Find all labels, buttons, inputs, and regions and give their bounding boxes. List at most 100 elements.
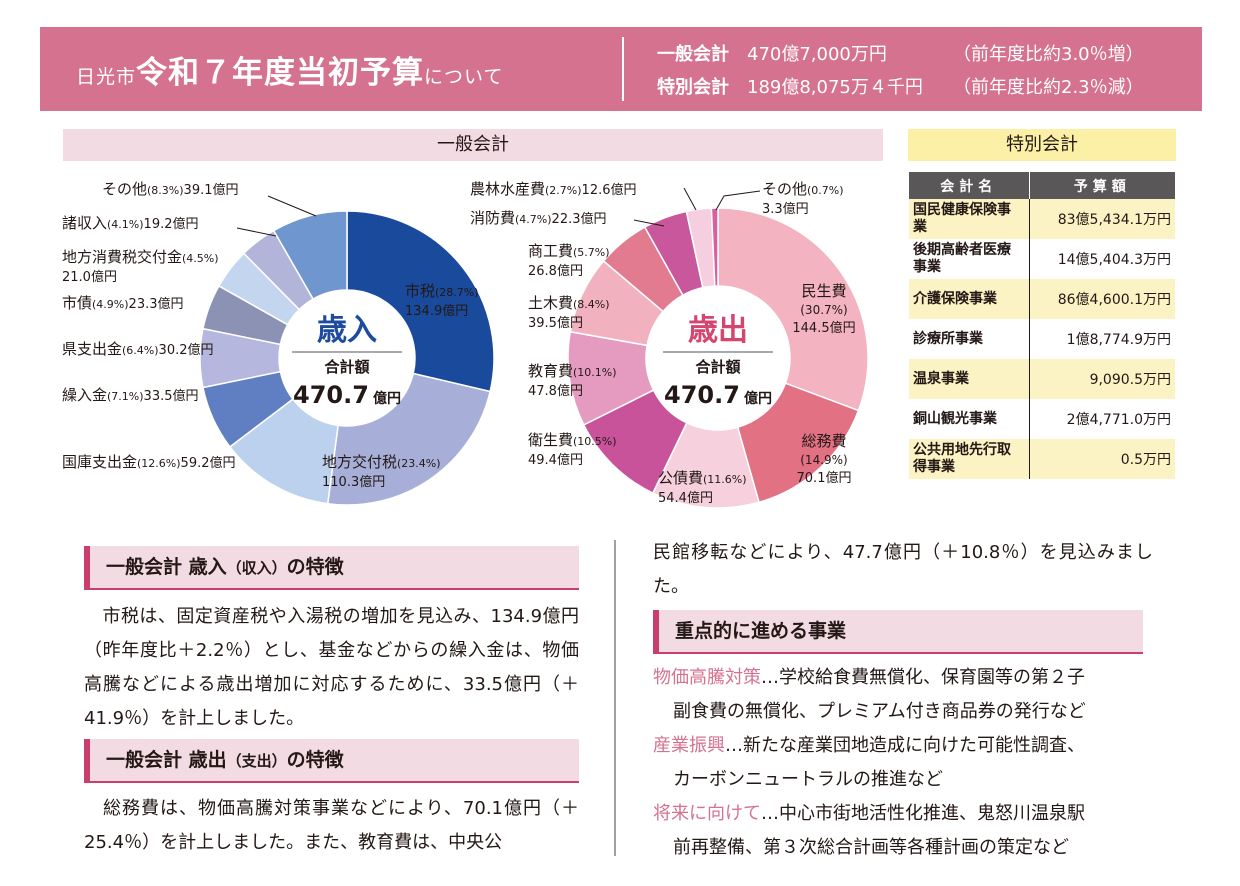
special-change: （前年度比約2.3％減） [953, 77, 1144, 98]
pie-slice [717, 207, 869, 412]
table-row: 診療所事業 1億8,774.9万円 [909, 319, 1175, 359]
pie-slice [326, 372, 492, 506]
expenditure-feature-text-cont: 民館移転などにより、47.7億円（＋10.8％）を見込みました。 [653, 542, 1153, 597]
revenue-feature-heading: 一般会計 歳入（収入）の特徴 [84, 546, 579, 590]
chart-title: 歳出 [688, 313, 748, 348]
donut-center [280, 291, 414, 425]
account-name: 後期高齢者医療事業 [913, 242, 1011, 275]
slice-value: 39.5億円 [528, 315, 583, 331]
table-row: 公共用地先行取得事業 0.5万円 [909, 439, 1175, 479]
pie-slice [272, 210, 348, 301]
leader-line [267, 195, 317, 217]
slice-value: 47.8億円 [528, 383, 583, 399]
slice-label: 民生費 [801, 282, 846, 300]
table-row: 介護保険事業 86億4,600.1万円 [909, 279, 1175, 319]
priority-line2: カーボンニュートラルの推進など [673, 769, 943, 790]
col-amount-header: 予算額 [1028, 172, 1175, 199]
special-amount: 189億8,075万４千円 [747, 77, 923, 98]
slice-value: 110.3億円 [322, 474, 385, 490]
leader-line [715, 190, 761, 211]
leader-line [633, 219, 665, 227]
slice-label: その他(0.7%) [762, 180, 844, 198]
account-name: 公共用地先行取得事業 [909, 439, 1029, 479]
slice-label: 商工費(5.7%) [528, 242, 610, 260]
priority-heading: 重点的に進める事業 [653, 610, 1143, 654]
priority-line1: …学校給食費無償化、保育園等の第２子 [761, 667, 1085, 688]
priority-line1: …中心市街地活性化推進、鬼怒川温泉駅 [761, 803, 1085, 824]
slice-value: 54.4億円 [658, 490, 713, 506]
account-amount: 14億5,404.3万円 [1028, 239, 1175, 279]
priority-line1: …新たな産業団地造成に向けた可能性調査、 [725, 735, 1085, 756]
leader-line [236, 227, 277, 237]
general-label: 一般会計 [657, 44, 729, 65]
general-account-band: 一般会計 [63, 129, 883, 161]
slice-label: 国庫支出金(12.6%)59.2億円 [62, 453, 236, 471]
city-name: 日光市 [76, 66, 137, 88]
slice-value: 21.0億円 [62, 269, 117, 285]
slice-label: 農林水産費(2.7%)12.6億円 [470, 180, 637, 198]
revenue-feature-text: 市税は、固定資産税や入湯税の増加を見込み、134.9億円（昨年度比＋2.2％）と… [84, 606, 579, 729]
table-row: 国民健康保険事業 83億5,434.1万円 [909, 199, 1175, 239]
account-name: 介護保険事業 [909, 279, 1029, 319]
account-amount: 83億5,434.1万円 [1028, 199, 1175, 239]
slice-value: 70.1億円 [797, 470, 852, 486]
center-label: 合計額 [694, 358, 740, 376]
special-account-table: 会計名 予算額 国民健康保険事業 83億5,434.1万円 後期高齢者医療事業 14… [909, 172, 1175, 479]
donut-center [647, 287, 789, 429]
chart-title: 歳入 [317, 313, 377, 348]
slice-value: 134.9億円 [405, 303, 468, 319]
pie-slice [346, 210, 495, 393]
slice-value: 26.8億円 [528, 263, 583, 279]
slice-label: 諸収入(4.1%)19.2億円 [62, 214, 199, 232]
slice-label: 公債費(11.6%) [658, 469, 747, 487]
account-amount: 9,090.5万円 [1028, 359, 1175, 399]
priority-key: 産業振興 [653, 735, 725, 756]
special-label: 特別会計 [657, 77, 729, 98]
priority-key: 物価高騰対策 [653, 667, 761, 688]
heading-suffix: の特徴 [286, 749, 344, 771]
slice-value: 49.4億円 [528, 452, 583, 468]
pie-slice [710, 207, 719, 287]
slice-label: 地方交付税(23.4%) [322, 453, 441, 471]
general-budget-summary: 一般会計 470億7,000万円 （前年度比約3.0％増） [657, 40, 1144, 66]
slice-pct: (14.9%) [800, 453, 847, 467]
general-amount: 470億7,000万円 [747, 44, 887, 65]
slice-label: その他(8.3%)39.1億円 [102, 180, 239, 198]
center-label: 合計額 [323, 358, 369, 376]
heading-text: 一般会計 歳入 [106, 556, 227, 578]
center-value: 470.7 億円 [293, 381, 401, 409]
account-amount: 2億4,771.0万円 [1028, 399, 1175, 439]
table-row: 後期高齢者医療事業 14億5,404.3万円 [909, 239, 1175, 279]
table-row: 温泉事業 9,090.5万円 [909, 359, 1175, 399]
slice-value: 3.3億円 [762, 201, 809, 217]
heading-text: 一般会計 歳出 [106, 749, 227, 771]
leader-line [683, 187, 697, 211]
slice-label: 市税(28.7%) [405, 282, 479, 300]
heading-paren: （収入） [226, 559, 287, 577]
account-amount: 86億4,600.1万円 [1028, 279, 1175, 319]
slice-label: 県支出金(6.4%)30.2億円 [62, 340, 214, 358]
priority-item: 将来に向けて…中心市街地活性化推進、鬼怒川温泉駅 前再整備、第３次総合計画等各種… [653, 797, 1153, 865]
priority-line2: 副食費の無償化、プレミアム付き商品券の発行など [673, 701, 1086, 722]
slice-pct: (30.7%) [800, 303, 847, 317]
account-name: 国民健康保険事業 [909, 199, 1029, 239]
header-divider [622, 37, 624, 101]
slice-label: 教育費(10.1%) [528, 362, 617, 380]
slice-label: 総務費 [801, 432, 846, 450]
page-title: 日光市令和７年度当初予算について [76, 47, 503, 92]
slice-label: 消防費(4.7%)22.3億円 [470, 209, 607, 227]
title-suffix: について [424, 66, 504, 88]
slice-label: 繰入金(7.1%)33.5億円 [62, 386, 199, 404]
title-main: 令和７年度当初予算 [136, 55, 425, 91]
expenditure-feature-text: 総務費は、物価高騰対策事業などにより、70.1億円（＋25.4％）を計上しました… [84, 798, 579, 853]
slice-value: 144.5億円 [792, 320, 855, 336]
priority-line2: 前再整備、第３次総合計画等各種計画の策定など [673, 837, 1069, 858]
slice-label: 市債(4.9%)23.3億円 [62, 294, 184, 312]
account-amount: 0.5万円 [1028, 439, 1175, 479]
slice-label: 地方消費税交付金(4.5%) [62, 248, 219, 266]
slice-label: 土木費(8.4%) [528, 294, 610, 312]
slice-label: 衛生費(10.5%) [528, 431, 617, 449]
header-banner: 日光市令和７年度当初予算について 一般会計 470億7,000万円 （前年度比約3.… [40, 27, 1202, 111]
col-name-header: 会計名 [909, 172, 1029, 199]
